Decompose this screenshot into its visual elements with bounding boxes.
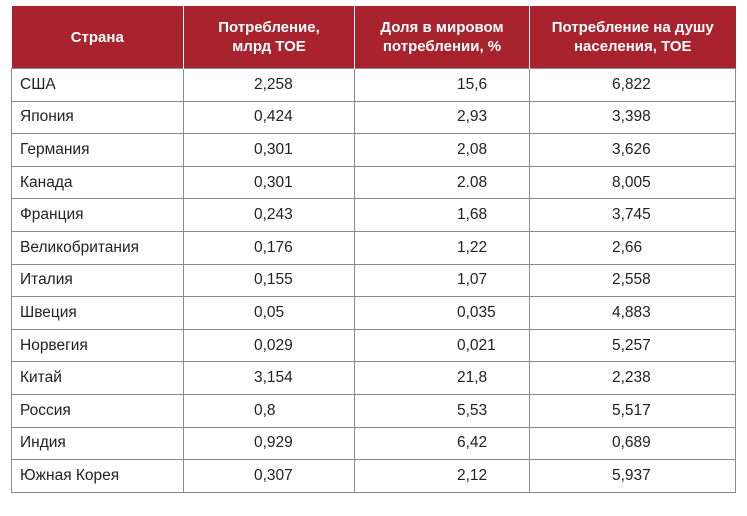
energy-table-container: Страна Потребление, млрд ТОЕ Доля в миров… bbox=[11, 6, 736, 493]
cell-per-capita: 4,883 bbox=[529, 296, 736, 330]
table-row: Южная Корея 0,307 2,12 5,937 bbox=[11, 459, 736, 493]
cell-consumption: 0,029 bbox=[183, 328, 355, 363]
header-country: Страна bbox=[11, 6, 184, 69]
table-row: Индия 0,929 6,42 0,689 bbox=[11, 426, 736, 461]
cell-per-capita: 5,937 bbox=[529, 459, 736, 493]
cell-consumption: 0,307 bbox=[183, 459, 355, 493]
header-consumption: Потребление, млрд ТОЕ bbox=[183, 6, 355, 69]
cell-consumption: 2,258 bbox=[183, 68, 355, 102]
cell-country: США bbox=[11, 68, 184, 102]
cell-per-capita: 6,822 bbox=[529, 68, 736, 102]
cell-country: Великобритания bbox=[11, 230, 184, 265]
cell-world-share: 5,53 bbox=[354, 393, 530, 428]
cell-country: Канада bbox=[11, 165, 184, 200]
table-header: Страна Потребление, млрд ТОЕ Доля в миров… bbox=[11, 6, 736, 69]
cell-world-share: 2,12 bbox=[354, 459, 530, 493]
cell-per-capita: 2,558 bbox=[529, 263, 736, 298]
cell-country: Япония bbox=[11, 100, 184, 135]
cell-world-share: 0,035 bbox=[354, 296, 530, 330]
cell-consumption: 0,243 bbox=[183, 198, 355, 232]
cell-per-capita: 8,005 bbox=[529, 165, 736, 200]
cell-consumption: 0,155 bbox=[183, 263, 355, 298]
cell-per-capita: 3,745 bbox=[529, 198, 736, 232]
header-row: Страна Потребление, млрд ТОЕ Доля в миров… bbox=[11, 6, 736, 69]
table-row: Великобритания 0,176 1,22 2,66 bbox=[11, 230, 736, 265]
table-body: США 2,258 15,6 6,822 Япония 0,424 2,93 3,398 Гер… bbox=[11, 68, 736, 493]
cell-country: Южная Корея bbox=[11, 459, 184, 493]
table-row: Германия 0,301 2,08 3,626 bbox=[11, 133, 736, 167]
cell-world-share: 2,93 bbox=[354, 100, 530, 135]
table-row: Канада 0,301 2.08 8,005 bbox=[11, 165, 736, 200]
cell-world-share: 6,42 bbox=[354, 426, 530, 461]
cell-per-capita: 3,398 bbox=[529, 100, 736, 135]
cell-per-capita: 2,238 bbox=[529, 361, 736, 395]
cell-country: Россия bbox=[11, 393, 184, 428]
cell-world-share: 1,68 bbox=[354, 198, 530, 232]
energy-consumption-table: Страна Потребление, млрд ТОЕ Доля в миров… bbox=[11, 6, 736, 493]
cell-country: Индия bbox=[11, 426, 184, 461]
table-row: Швеция 0,05 0,035 4,883 bbox=[11, 296, 736, 330]
cell-consumption: 0,929 bbox=[183, 426, 355, 461]
table-row: Россия 0,8 5,53 5,517 bbox=[11, 393, 736, 428]
cell-consumption: 3,154 bbox=[183, 361, 355, 395]
cell-world-share: 1,07 bbox=[354, 263, 530, 298]
table-row: Италия 0,155 1,07 2,558 bbox=[11, 263, 736, 298]
table-row: Франция 0,243 1,68 3,745 bbox=[11, 198, 736, 232]
cell-consumption: 0,301 bbox=[183, 133, 355, 167]
cell-world-share: 0,021 bbox=[354, 328, 530, 363]
table-row: Япония 0,424 2,93 3,398 bbox=[11, 100, 736, 135]
cell-country: Германия bbox=[11, 133, 184, 167]
cell-per-capita: 0,689 bbox=[529, 426, 736, 461]
header-world-share: Доля в мировом потреблении, % bbox=[354, 6, 530, 69]
cell-world-share: 1,22 bbox=[354, 230, 530, 265]
table-row: Китай 3,154 21,8 2,238 bbox=[11, 361, 736, 395]
cell-consumption: 0,05 bbox=[183, 296, 355, 330]
cell-world-share: 2,08 bbox=[354, 133, 530, 167]
cell-consumption: 0,8 bbox=[183, 393, 355, 428]
cell-per-capita: 3,626 bbox=[529, 133, 736, 167]
cell-per-capita: 5,257 bbox=[529, 328, 736, 363]
cell-per-capita: 5,517 bbox=[529, 393, 736, 428]
cell-consumption: 0,176 bbox=[183, 230, 355, 265]
cell-country: Франция bbox=[11, 198, 184, 232]
cell-consumption: 0,424 bbox=[183, 100, 355, 135]
cell-country: Швеция bbox=[11, 296, 184, 330]
cell-country: Италия bbox=[11, 263, 184, 298]
cell-world-share: 21,8 bbox=[354, 361, 530, 395]
cell-per-capita: 2,66 bbox=[529, 230, 736, 265]
cell-world-share: 2.08 bbox=[354, 165, 530, 200]
cell-country: Норвегия bbox=[11, 328, 184, 363]
cell-country: Китай bbox=[11, 361, 184, 395]
cell-world-share: 15,6 bbox=[354, 68, 530, 102]
cell-consumption: 0,301 bbox=[183, 165, 355, 200]
table-row: США 2,258 15,6 6,822 bbox=[11, 68, 736, 102]
table-row: Норвегия 0,029 0,021 5,257 bbox=[11, 328, 736, 363]
header-per-capita: Потребление на душу населения, ТОЕ bbox=[529, 6, 736, 69]
